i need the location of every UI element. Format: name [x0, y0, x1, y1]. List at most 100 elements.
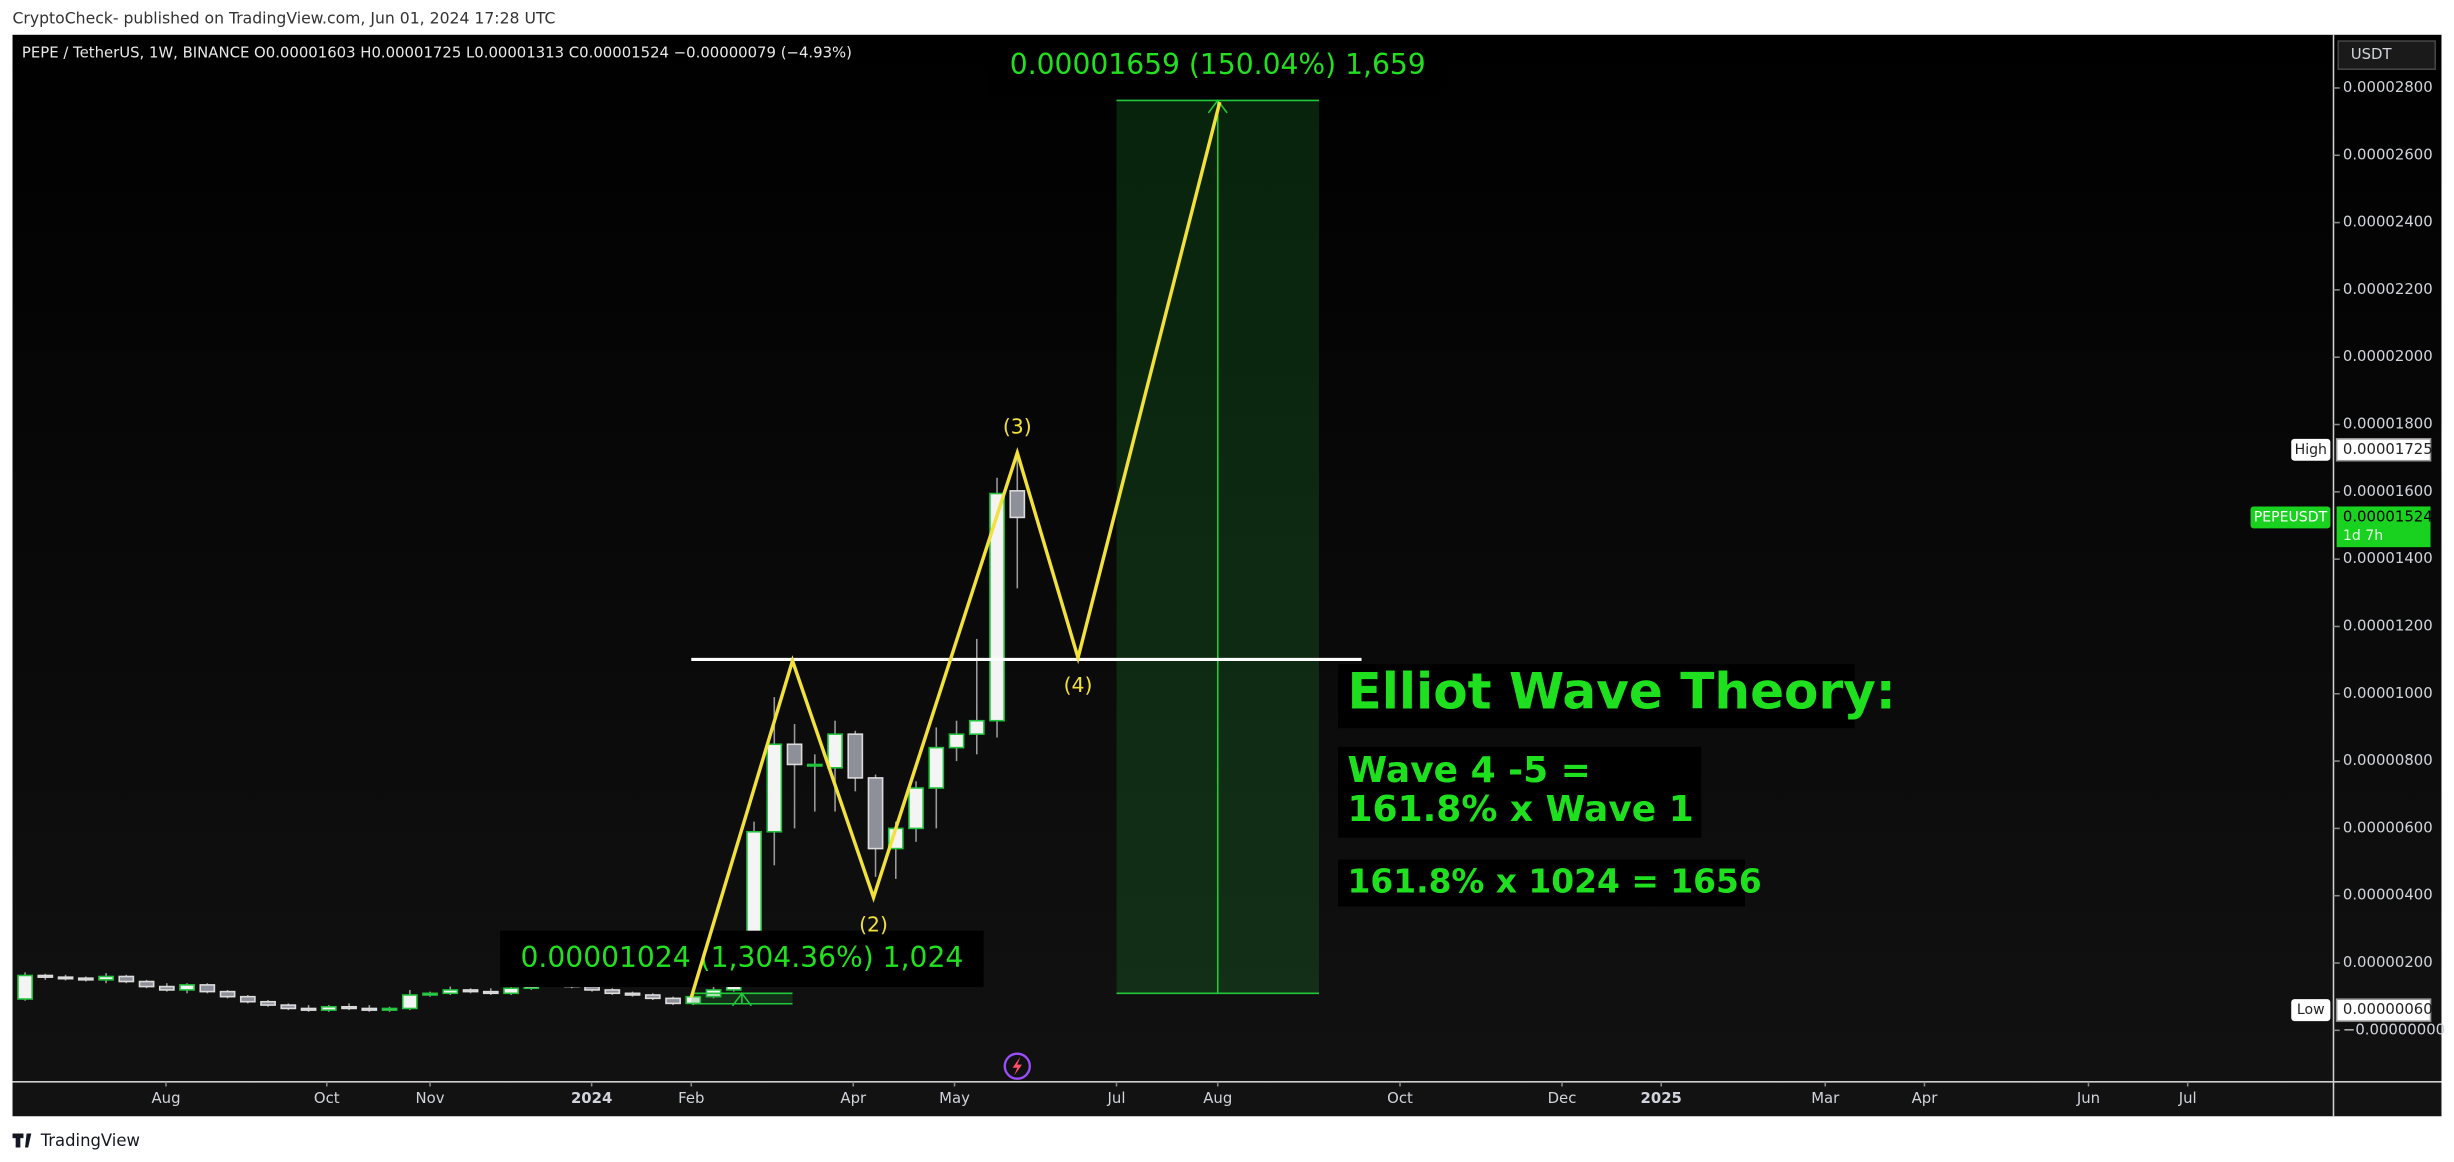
candle-body [948, 733, 965, 749]
y-tick-label: 0.00000400 [2343, 886, 2433, 904]
price-tag: PEPEUSDT [2254, 509, 2328, 525]
y-tick-label: 0.00002800 [2343, 78, 2433, 96]
price-value: 0.00001725 [2343, 440, 2433, 458]
x-tick-label: Oct [314, 1089, 340, 1107]
published-note: CryptoCheck- published on TradingView.co… [13, 9, 556, 28]
price-tag: Low [2297, 1002, 2325, 1018]
candle-body [644, 994, 661, 1000]
measure-label: 0.00001024 (1,304.36%) 1,024 [521, 941, 964, 974]
x-tick-label: Aug [1203, 1089, 1232, 1107]
x-tick-label: Apr [1912, 1089, 1939, 1107]
candle-body [422, 992, 438, 996]
legend: PEPE / TetherUS, 1W, BINANCE O0.00001603… [22, 44, 852, 62]
candle-body [786, 743, 803, 766]
measure-label-bg [989, 37, 1447, 95]
annotation: 161.8% x Wave 1 [1348, 789, 1694, 830]
candle-body [442, 989, 459, 995]
wave-line [689, 101, 1222, 998]
y-tick-label: 0.00002600 [2343, 145, 2433, 163]
wave-label: (4) [1064, 673, 1093, 697]
candle-body [847, 733, 864, 779]
candle-body [199, 984, 216, 993]
annotation: Elliot Wave Theory: [1348, 663, 1896, 721]
y-tick-label: 0.00000600 [2343, 818, 2433, 836]
annotation-bg [1338, 663, 1855, 729]
x-tick-label: 2024 [571, 1089, 612, 1107]
price-tag: High [2295, 442, 2327, 458]
candle-body [260, 1000, 276, 1006]
y-tick-label: 0.00000800 [2343, 751, 2433, 769]
candle-body [98, 975, 114, 981]
x-tick-label: Nov [416, 1089, 445, 1107]
candle-body [462, 989, 479, 993]
candle-body [381, 1007, 398, 1011]
footer-brand: TradingView [40, 1131, 140, 1150]
y-tick-label: 0.00002000 [2343, 347, 2433, 365]
candle-body [37, 974, 54, 978]
candle-body [280, 1004, 297, 1010]
candle-body [968, 719, 985, 735]
price-value: 0.00001524 [2343, 507, 2433, 525]
chart-bg [12, 34, 2442, 1117]
x-tick-label: Mar [1811, 1089, 1840, 1107]
candle-body [300, 1007, 317, 1011]
candle-body [57, 976, 74, 980]
price-tag-bg [2291, 999, 2331, 1022]
currency-box [2337, 40, 2437, 71]
annotation-bg [1338, 746, 1702, 838]
measure-label: 0.00001659 (150.04%) 1,659 [1010, 48, 1426, 81]
price-countdown: 1d 7h [2343, 528, 2383, 544]
candle-body [341, 1005, 357, 1010]
candle-body [827, 733, 843, 769]
candle-body [584, 985, 600, 991]
candle-body [766, 743, 783, 833]
y-tick-label: −0.00000000 [2343, 1020, 2445, 1038]
y-tick-label: 0.00000200 [2343, 953, 2433, 971]
x-tick-label: Jul [2178, 1089, 2197, 1107]
wave-label: (2) [859, 913, 888, 937]
wave-label: (3) [1003, 415, 1032, 439]
candle-body [928, 746, 945, 789]
candle-body [320, 1005, 337, 1011]
x-tick-label: 2025 [1641, 1089, 1682, 1107]
price-value-bg [2336, 506, 2431, 548]
measure-arrowhead [1207, 99, 1228, 114]
candle-body [361, 1007, 378, 1011]
price-value: 0.00000060 [2343, 1000, 2433, 1018]
y-tick-label: 0.00002200 [2343, 280, 2433, 298]
x-tick-label: Oct [1387, 1089, 1413, 1107]
y-tick-label: 0.00002400 [2343, 213, 2433, 231]
tv-logo [12, 1133, 32, 1148]
price-tag-bg [2250, 506, 2331, 529]
measure-label-bg [500, 930, 984, 988]
price-tag-bg [2291, 438, 2331, 461]
candle-body [1009, 490, 1026, 519]
y-tick-label: 0.00001400 [2343, 549, 2433, 567]
candle-body [867, 777, 884, 850]
candle-body [989, 492, 1005, 722]
candle-body [118, 975, 135, 983]
x-tick-label: Dec [1548, 1089, 1577, 1107]
x-tick-label: Jun [2076, 1089, 2100, 1107]
candle-body [604, 989, 621, 995]
annotation: 161.8% x 1024 = 1656 [1348, 862, 1762, 901]
candle-body [77, 977, 94, 981]
candle-body [908, 787, 924, 830]
candle-body [624, 992, 641, 996]
price-value-bg [2335, 438, 2432, 462]
candle-body [503, 987, 519, 995]
measure-arrowhead [731, 991, 752, 1007]
annotation-bg [1338, 859, 1746, 907]
x-tick-label: Apr [840, 1089, 867, 1107]
candle-body [239, 995, 256, 1003]
candle-body [219, 990, 236, 998]
x-tick-label: Feb [678, 1089, 704, 1107]
annotation: Wave 4 -5 = [1348, 750, 1591, 791]
candle-body [665, 997, 681, 1005]
x-tick-label: Jul [1107, 1089, 1126, 1107]
currency: USDT [2351, 45, 2393, 63]
y-tick-label: 0.00001200 [2343, 616, 2433, 634]
y-tick-label: 0.00001800 [2343, 415, 2433, 433]
